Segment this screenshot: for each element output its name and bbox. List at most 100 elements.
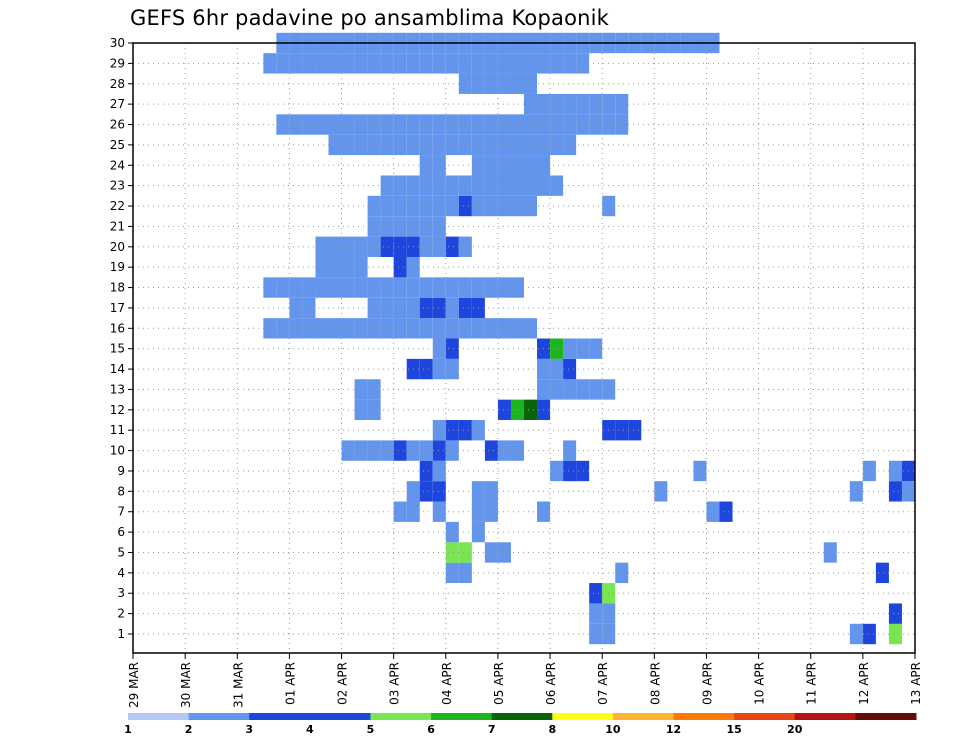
colorbar-label: 12 [666,723,681,736]
heatmap-cell [524,175,538,196]
heatmap-cell [524,93,538,115]
heatmap-cell [693,460,707,482]
heatmap-cell [419,440,433,461]
heatmap-cell [328,134,342,156]
heatmap-cell [393,236,407,257]
heatmap-cell [615,420,629,441]
x-tick-label: 30 MAR [179,662,193,708]
heatmap-cell [419,53,433,74]
heatmap-cell [445,521,459,543]
heatmap-cell [888,481,902,502]
heatmap-cell [393,175,407,196]
heatmap-cell [445,338,459,359]
heatmap-cell [380,114,394,135]
heatmap-cell [367,277,381,298]
y-tick-label: 5 [117,545,125,559]
heatmap-cell [354,134,368,156]
heatmap-cell [458,318,472,339]
heatmap-cell [315,236,329,257]
heatmap-cell [576,93,590,115]
heatmap-cell [510,399,524,421]
heatmap-cell [354,114,368,135]
heatmap-cell [289,318,303,339]
heatmap-cell [484,114,498,135]
x-tick-label: 07 APR [596,662,610,705]
heatmap-cell [589,623,603,645]
heatmap-cell [550,93,564,115]
x-tick-label: 11 APR [805,662,819,705]
heatmap-cell [510,175,524,196]
heatmap-cell [550,338,564,359]
heatmap-cell [484,134,498,156]
heatmap-cell [419,114,433,135]
colorbar-segment [491,713,553,720]
y-tick-label: 11 [110,423,125,437]
colorbar-segment [552,713,614,720]
heatmap-cell [862,623,876,645]
x-tick-label: 31 MAR [231,662,245,708]
heatmap-cell [315,277,329,298]
heatmap-cell [510,73,524,94]
x-tick-label: 06 APR [544,662,558,705]
heatmap-cell [484,195,498,217]
heatmap-cell [393,195,407,217]
heatmap-cell [315,53,329,74]
heatmap-cell [419,195,433,217]
heatmap-cell [589,338,603,359]
heatmap-cell [550,358,564,380]
heatmap-cell [849,481,863,502]
heatmap-cell [563,338,577,359]
heatmap-cell [419,318,433,339]
heatmap-cell [589,379,603,400]
heatmap-cell [380,236,394,257]
heatmap-cell [354,440,368,461]
x-tick-label: 02 APR [336,662,350,705]
heatmap-cell [445,318,459,339]
plot-frame [132,42,916,654]
heatmap-cell [393,318,407,339]
heatmap-cell [289,114,303,135]
heatmap-cell [354,277,368,298]
heatmap-cell [432,501,446,522]
heatmap-cell [497,318,511,339]
heatmap-cell [563,53,577,74]
heatmap-cell [419,155,433,176]
heatmap-cell [380,277,394,298]
heatmap-cell [367,379,381,400]
heatmap-cell [524,73,538,94]
colorbar: 1 2 3 4 5 6 7 8 10 12 15 20 [124,713,917,736]
heatmap-cell [563,93,577,115]
heatmap-cell [445,277,459,298]
heatmap-cell [354,318,368,339]
heatmap-cell [510,318,524,339]
heatmap-cell [432,114,446,135]
heatmap-cell [563,460,577,482]
heatmap-cell [432,481,446,502]
heatmap-cell [563,379,577,400]
heatmap-cell [367,318,381,339]
colorbar-label: 4 [306,723,314,736]
heatmap-cell [589,603,603,624]
heatmap-cell [354,236,368,257]
heatmap-cell [497,440,511,461]
heatmap-cell [367,114,381,135]
y-tick-label: 27 [110,97,125,111]
heatmap-cell [328,256,342,278]
heatmap-cell [445,420,459,441]
heatmap-cell [484,481,498,502]
heatmap-cell [524,53,538,74]
heatmap-cell [289,297,303,319]
heatmap-cell [354,379,368,400]
heatmap-cell [432,338,446,359]
heatmap-cell [654,481,668,502]
heatmap-cell [380,195,394,217]
cells-layer [263,32,915,645]
colorbar-segment [128,713,190,720]
heatmap-cell [354,256,368,278]
y-tick-label: 9 [117,464,125,478]
heatmap-cell [458,297,472,319]
heatmap-cell [458,236,472,257]
colorbar-segment [673,713,735,720]
heatmap-cell [380,216,394,237]
heatmap-cell [393,256,407,278]
